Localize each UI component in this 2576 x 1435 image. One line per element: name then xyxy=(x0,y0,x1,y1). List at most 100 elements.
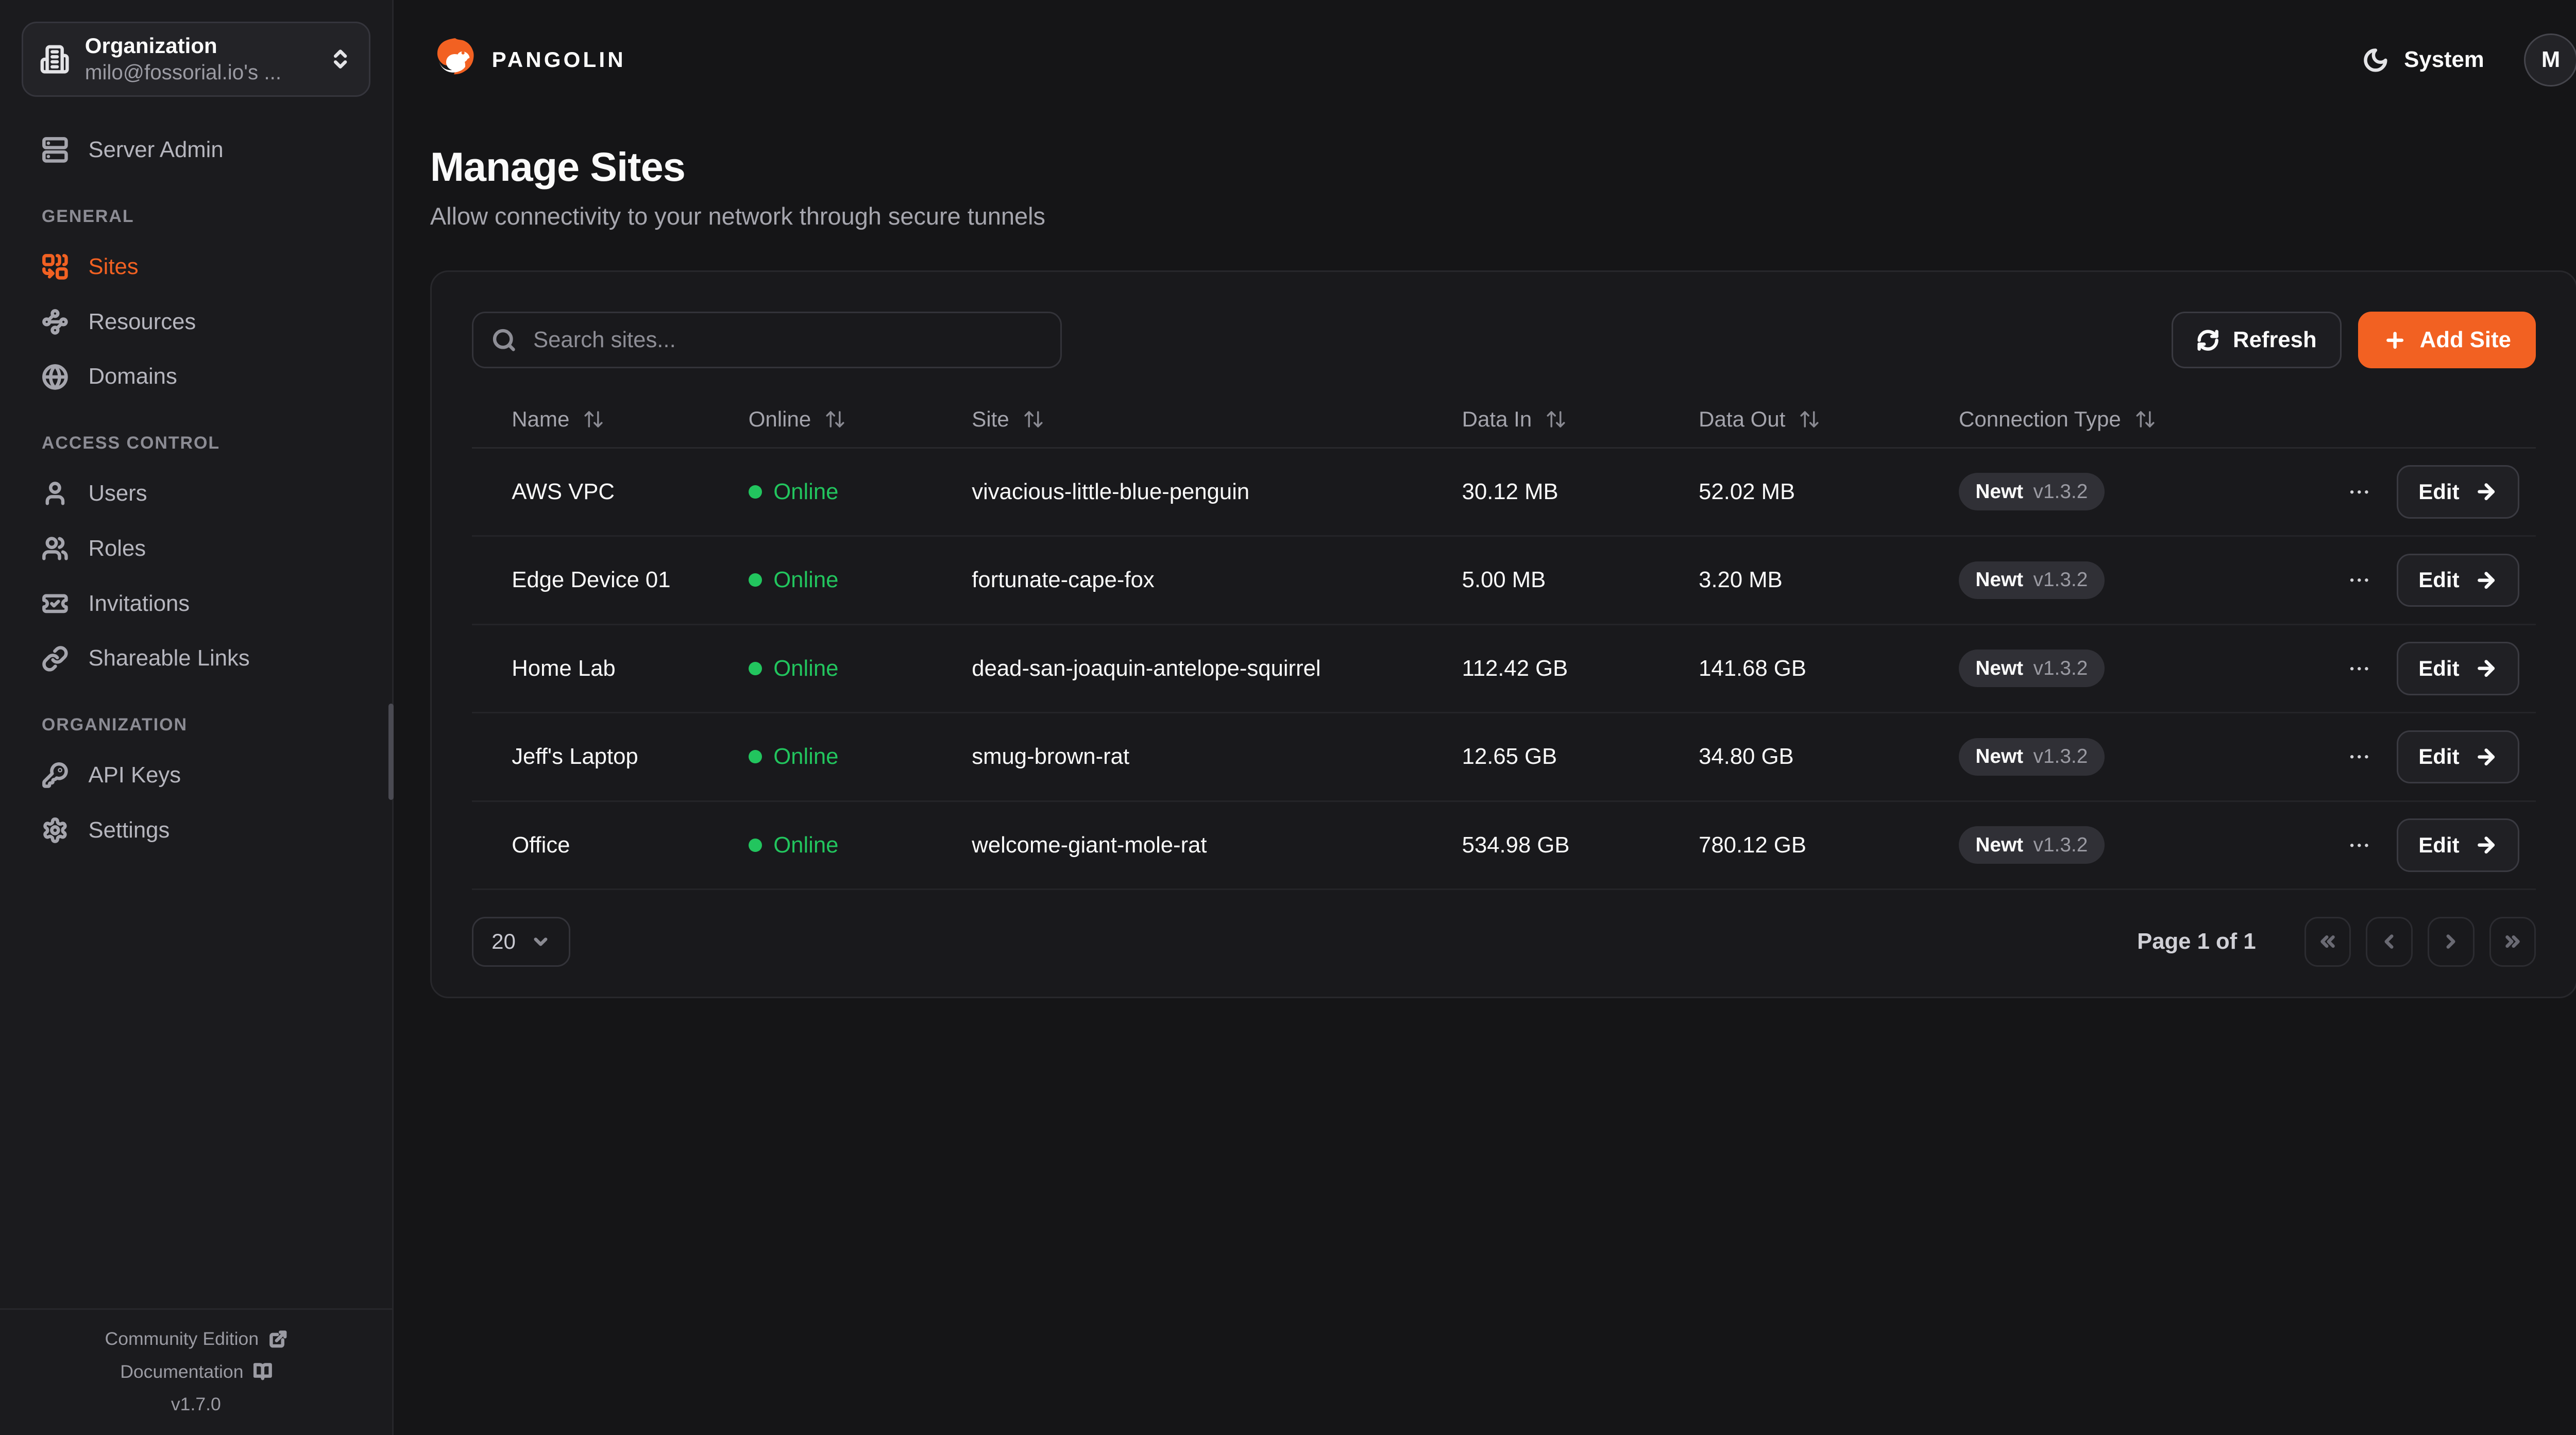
sidebar-section-general: GENERAL xyxy=(41,207,134,227)
data-in-cell: 534.98 GB xyxy=(1462,832,1570,858)
sort-icon[interactable] xyxy=(1545,408,1567,430)
documentation-label: Documentation xyxy=(120,1361,244,1382)
ellipsis-icon xyxy=(2350,667,2368,671)
sidebar-item-label: Settings xyxy=(88,817,170,843)
connection-type-label: Newt xyxy=(1975,569,2024,591)
users-icon xyxy=(42,535,69,562)
connection-type-cell: Newt v1.3.2 xyxy=(1919,650,2316,688)
sidebar-item-settings[interactable]: Settings xyxy=(22,805,370,855)
row-menu-button[interactable] xyxy=(2344,829,2375,861)
sort-icon[interactable] xyxy=(583,408,604,430)
row-menu-button[interactable] xyxy=(2344,653,2375,684)
pagination: 20 Page 1 of 1 xyxy=(471,916,2536,967)
arrow-right-icon xyxy=(2475,480,2498,503)
search-input[interactable] xyxy=(530,326,1042,355)
pangolin-logo-icon xyxy=(437,38,474,75)
connection-version-label: v1.3.2 xyxy=(2033,657,2088,679)
page-size-select[interactable]: 20 xyxy=(471,916,571,967)
sort-icon[interactable] xyxy=(1799,408,1820,430)
sidebar-item-users[interactable]: Users xyxy=(22,469,370,519)
sidebar-item-api-keys[interactable]: API Keys xyxy=(22,750,370,800)
row-menu-button[interactable] xyxy=(2344,565,2375,596)
table-row: Edge Device 01 Online fortunate-cape-fox… xyxy=(471,537,2536,625)
table-row: Home Lab Online dead-san-joaquin-antelop… xyxy=(471,625,2536,714)
sidebar-item-label: Roles xyxy=(88,535,146,561)
toolbar-actions: Refresh Add Site xyxy=(2171,312,2536,369)
sidebar-item-shareable-links[interactable]: Shareable Links xyxy=(22,634,370,684)
ticket-check-icon xyxy=(42,590,69,617)
sidebar-item-invitations[interactable]: Invitations xyxy=(22,578,370,628)
page-status: Page 1 of 1 xyxy=(2137,929,2256,954)
sidebar-item-label: Invitations xyxy=(88,590,190,616)
chevrons-right-icon xyxy=(2502,931,2523,952)
row-menu-button[interactable] xyxy=(2344,476,2375,507)
page-size-value: 20 xyxy=(492,929,516,954)
sidebar-item-label: Users xyxy=(88,481,147,506)
connection-version-label: v1.3.2 xyxy=(2033,745,2088,768)
status-dot-icon xyxy=(748,485,762,499)
arrow-right-icon xyxy=(2475,657,2498,680)
org-switcher[interactable]: Organization milo@fossorial.io's ... xyxy=(22,22,370,97)
connection-type-label: Newt xyxy=(1975,480,2024,503)
chevrons-left-icon xyxy=(2317,931,2338,952)
sort-icon[interactable] xyxy=(1023,408,1044,430)
ellipsis-icon xyxy=(2350,843,2368,847)
avatar[interactable]: M xyxy=(2524,33,2576,87)
page-title: Manage Sites xyxy=(430,144,686,190)
edit-button[interactable]: Edit xyxy=(2397,642,2519,695)
ellipsis-icon xyxy=(2350,490,2368,494)
site-tunnel-cell: smug-brown-rat xyxy=(972,744,1130,770)
row-actions-cell: Edit xyxy=(2316,642,2536,695)
sort-icon[interactable] xyxy=(824,408,846,430)
community-edition-link[interactable]: Community Edition xyxy=(105,1328,287,1349)
connection-type-badge: Newt v1.3.2 xyxy=(1958,738,2105,776)
sidebar-item-domains[interactable]: Domains xyxy=(22,352,370,402)
connection-type-cell: Newt v1.3.2 xyxy=(1919,473,2316,511)
sort-icon[interactable] xyxy=(2134,408,2156,430)
connection-version-label: v1.3.2 xyxy=(2033,833,2088,856)
theme-toggle-button[interactable]: System xyxy=(2352,45,2494,75)
status-label: Online xyxy=(773,567,839,593)
chevrons-up-down-icon xyxy=(329,47,352,71)
edit-label: Edit xyxy=(2418,832,2460,857)
previous-page-button[interactable] xyxy=(2366,916,2413,967)
arrow-right-icon xyxy=(2475,745,2498,768)
edit-button[interactable]: Edit xyxy=(2397,465,2519,519)
sidebar-item-server-admin[interactable]: Server Admin xyxy=(22,125,370,175)
sidebar-item-resources[interactable]: Resources xyxy=(22,297,370,347)
connection-type-label: Newt xyxy=(1975,657,2024,679)
column-header-name: Name xyxy=(472,407,709,432)
refresh-button[interactable]: Refresh xyxy=(2171,312,2342,369)
sidebar-item-label: Sites xyxy=(88,253,139,279)
sidebar-item-sites[interactable]: Sites xyxy=(22,242,370,292)
status-label: Online xyxy=(773,655,839,681)
next-page-button[interactable] xyxy=(2427,916,2475,967)
connection-version-label: v1.3.2 xyxy=(2033,569,2088,591)
add-site-button[interactable]: Add Site xyxy=(2358,312,2536,369)
table-header: Name Online Site Data In Data Out Connec… xyxy=(471,392,2536,449)
last-page-button[interactable] xyxy=(2489,916,2536,967)
site-status-cell: Online xyxy=(708,479,932,505)
gear-icon xyxy=(42,817,69,844)
site-tunnel-cell: fortunate-cape-fox xyxy=(972,567,1155,593)
documentation-link[interactable]: Documentation xyxy=(120,1361,272,1382)
sidebar-scrollbar-thumb[interactable] xyxy=(388,703,394,800)
edit-button[interactable]: Edit xyxy=(2397,553,2519,607)
moon-icon xyxy=(2362,47,2389,74)
row-actions-cell: Edit xyxy=(2316,553,2536,607)
arrow-right-icon xyxy=(2475,569,2498,592)
column-header-data-in: Data In xyxy=(1422,407,1659,432)
data-out-cell: 780.12 GB xyxy=(1699,832,1806,858)
edit-button[interactable]: Edit xyxy=(2397,818,2519,872)
connection-type-cell: Newt v1.3.2 xyxy=(1919,561,2316,599)
first-page-button[interactable] xyxy=(2304,916,2351,967)
sidebar-section-organization: ORGANIZATION xyxy=(41,715,188,735)
sidebar: Organization milo@fossorial.io's ... Ser… xyxy=(0,0,394,1435)
site-status-cell: Online xyxy=(708,656,932,681)
sidebar-item-roles[interactable]: Roles xyxy=(22,523,370,573)
row-menu-button[interactable] xyxy=(2344,741,2375,773)
page-head: Manage Sites Allow connectivity to your … xyxy=(394,120,2576,230)
edit-button[interactable]: Edit xyxy=(2397,730,2519,784)
status-label: Online xyxy=(773,744,839,770)
data-in-cell: 112.42 GB xyxy=(1462,655,1568,681)
